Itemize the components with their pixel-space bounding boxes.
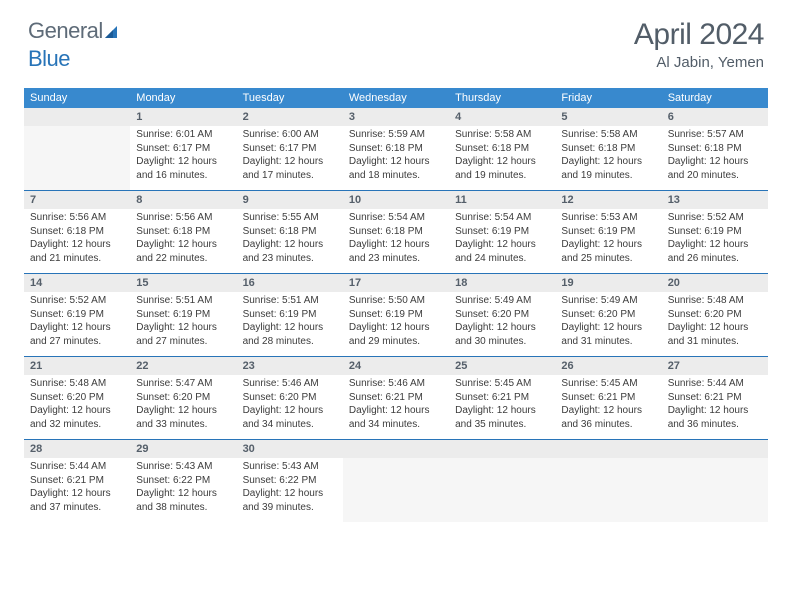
week-daynum-row: 282930 (24, 440, 768, 459)
day-number-cell: 21 (24, 357, 130, 376)
day-content-cell: Sunrise: 5:54 AMSunset: 6:19 PMDaylight:… (449, 209, 555, 274)
day-content-cell: Sunrise: 5:48 AMSunset: 6:20 PMDaylight:… (662, 292, 768, 357)
week-daynum-row: 21222324252627 (24, 357, 768, 376)
day-header: Saturday (662, 88, 768, 108)
brand-part1: General (28, 18, 103, 43)
day-number-cell: 25 (449, 357, 555, 376)
day-content-cell: Sunrise: 5:52 AMSunset: 6:19 PMDaylight:… (662, 209, 768, 274)
day-number-cell: 24 (343, 357, 449, 376)
day-content-cell (449, 458, 555, 522)
day-number-cell (343, 440, 449, 459)
day-header-row: SundayMondayTuesdayWednesdayThursdayFrid… (24, 88, 768, 108)
day-number-cell: 15 (130, 274, 236, 293)
day-number-cell: 13 (662, 191, 768, 210)
day-number-cell: 11 (449, 191, 555, 210)
day-number-cell: 29 (130, 440, 236, 459)
day-number-cell: 17 (343, 274, 449, 293)
day-number-cell: 7 (24, 191, 130, 210)
day-number-cell: 1 (130, 108, 236, 126)
day-number-cell: 18 (449, 274, 555, 293)
day-content-cell: Sunrise: 5:49 AMSunset: 6:20 PMDaylight:… (449, 292, 555, 357)
brand-sail-icon (103, 20, 121, 46)
day-content-cell (662, 458, 768, 522)
day-content-cell: Sunrise: 5:46 AMSunset: 6:20 PMDaylight:… (237, 375, 343, 440)
week-daynum-row: 14151617181920 (24, 274, 768, 293)
day-header: Tuesday (237, 88, 343, 108)
day-number-cell: 4 (449, 108, 555, 126)
day-number-cell: 10 (343, 191, 449, 210)
day-content-cell: Sunrise: 5:50 AMSunset: 6:19 PMDaylight:… (343, 292, 449, 357)
day-number-cell: 6 (662, 108, 768, 126)
day-content-cell: Sunrise: 5:49 AMSunset: 6:20 PMDaylight:… (555, 292, 661, 357)
day-header: Thursday (449, 88, 555, 108)
day-content-cell: Sunrise: 5:43 AMSunset: 6:22 PMDaylight:… (237, 458, 343, 522)
day-header: Friday (555, 88, 661, 108)
day-number-cell: 9 (237, 191, 343, 210)
day-number-cell (24, 108, 130, 126)
day-content-cell: Sunrise: 5:44 AMSunset: 6:21 PMDaylight:… (24, 458, 130, 522)
day-content-cell: Sunrise: 5:58 AMSunset: 6:18 PMDaylight:… (449, 126, 555, 191)
week-daynum-row: 123456 (24, 108, 768, 126)
day-content-cell: Sunrise: 5:57 AMSunset: 6:18 PMDaylight:… (662, 126, 768, 191)
day-number-cell: 12 (555, 191, 661, 210)
day-header: Sunday (24, 88, 130, 108)
day-content-cell (555, 458, 661, 522)
day-number-cell: 30 (237, 440, 343, 459)
day-content-cell: Sunrise: 5:54 AMSunset: 6:18 PMDaylight:… (343, 209, 449, 274)
week-content-row: Sunrise: 5:48 AMSunset: 6:20 PMDaylight:… (24, 375, 768, 440)
day-content-cell: Sunrise: 6:00 AMSunset: 6:17 PMDaylight:… (237, 126, 343, 191)
day-content-cell: Sunrise: 5:56 AMSunset: 6:18 PMDaylight:… (24, 209, 130, 274)
day-content-cell: Sunrise: 5:45 AMSunset: 6:21 PMDaylight:… (555, 375, 661, 440)
day-number-cell: 28 (24, 440, 130, 459)
day-number-cell: 3 (343, 108, 449, 126)
calendar-body: SundayMondayTuesdayWednesdayThursdayFrid… (24, 88, 768, 522)
day-content-cell: Sunrise: 5:51 AMSunset: 6:19 PMDaylight:… (130, 292, 236, 357)
day-content-cell: Sunrise: 5:55 AMSunset: 6:18 PMDaylight:… (237, 209, 343, 274)
day-content-cell: Sunrise: 5:46 AMSunset: 6:21 PMDaylight:… (343, 375, 449, 440)
day-number-cell: 5 (555, 108, 661, 126)
day-number-cell: 19 (555, 274, 661, 293)
day-content-cell: Sunrise: 5:45 AMSunset: 6:21 PMDaylight:… (449, 375, 555, 440)
week-content-row: Sunrise: 5:52 AMSunset: 6:19 PMDaylight:… (24, 292, 768, 357)
day-content-cell: Sunrise: 5:44 AMSunset: 6:21 PMDaylight:… (662, 375, 768, 440)
week-content-row: Sunrise: 5:56 AMSunset: 6:18 PMDaylight:… (24, 209, 768, 274)
day-content-cell: Sunrise: 5:48 AMSunset: 6:20 PMDaylight:… (24, 375, 130, 440)
location-label: Al Jabin, Yemen (634, 54, 764, 71)
week-daynum-row: 78910111213 (24, 191, 768, 210)
day-content-cell: Sunrise: 5:43 AMSunset: 6:22 PMDaylight:… (130, 458, 236, 522)
day-content-cell: Sunrise: 5:51 AMSunset: 6:19 PMDaylight:… (237, 292, 343, 357)
calendar-table: SundayMondayTuesdayWednesdayThursdayFrid… (24, 88, 768, 522)
day-number-cell: 23 (237, 357, 343, 376)
day-content-cell: Sunrise: 5:59 AMSunset: 6:18 PMDaylight:… (343, 126, 449, 191)
day-content-cell: Sunrise: 5:58 AMSunset: 6:18 PMDaylight:… (555, 126, 661, 191)
brand-text: General Blue (28, 18, 121, 72)
day-content-cell (24, 126, 130, 191)
header: General Blue April 2024 Al Jabin, Yemen (0, 0, 792, 80)
brand-logo: General Blue (28, 18, 121, 72)
day-content-cell (343, 458, 449, 522)
title-block: April 2024 Al Jabin, Yemen (634, 18, 764, 71)
week-content-row: Sunrise: 5:44 AMSunset: 6:21 PMDaylight:… (24, 458, 768, 522)
month-title: April 2024 (634, 18, 764, 52)
day-content-cell: Sunrise: 5:53 AMSunset: 6:19 PMDaylight:… (555, 209, 661, 274)
day-number-cell (662, 440, 768, 459)
day-number-cell: 27 (662, 357, 768, 376)
day-header: Wednesday (343, 88, 449, 108)
day-header: Monday (130, 88, 236, 108)
day-number-cell: 8 (130, 191, 236, 210)
day-content-cell: Sunrise: 5:47 AMSunset: 6:20 PMDaylight:… (130, 375, 236, 440)
brand-part2: Blue (28, 46, 70, 71)
day-content-cell: Sunrise: 6:01 AMSunset: 6:17 PMDaylight:… (130, 126, 236, 191)
day-content-cell: Sunrise: 5:52 AMSunset: 6:19 PMDaylight:… (24, 292, 130, 357)
day-number-cell: 26 (555, 357, 661, 376)
week-content-row: Sunrise: 6:01 AMSunset: 6:17 PMDaylight:… (24, 126, 768, 191)
day-number-cell (555, 440, 661, 459)
day-number-cell: 14 (24, 274, 130, 293)
day-content-cell: Sunrise: 5:56 AMSunset: 6:18 PMDaylight:… (130, 209, 236, 274)
day-number-cell: 2 (237, 108, 343, 126)
day-number-cell: 16 (237, 274, 343, 293)
day-number-cell: 22 (130, 357, 236, 376)
day-number-cell: 20 (662, 274, 768, 293)
day-number-cell (449, 440, 555, 459)
